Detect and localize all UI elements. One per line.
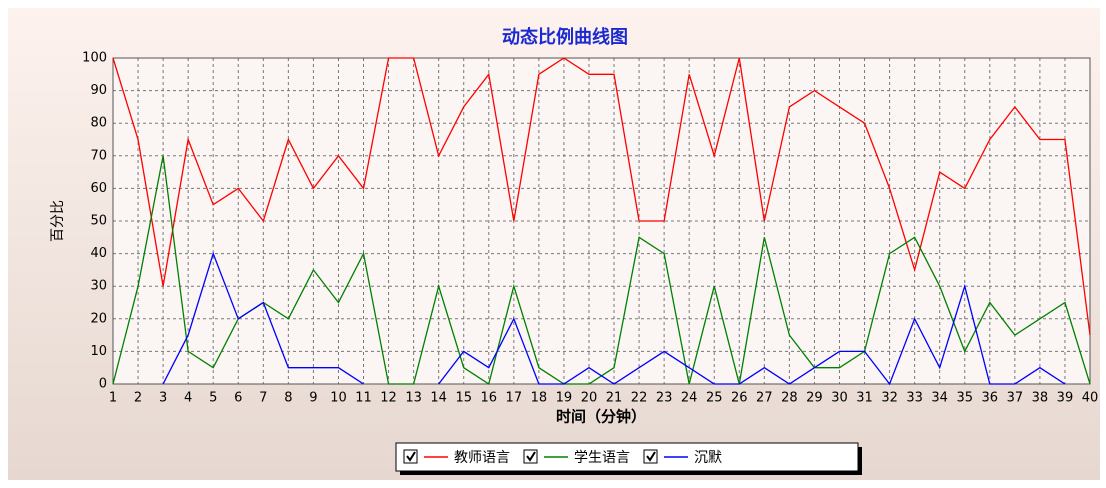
x-tick-label: 36 bbox=[982, 391, 999, 406]
x-tick-label: 20 bbox=[581, 391, 598, 406]
y-tick-label: 60 bbox=[90, 181, 107, 196]
legend-label: 沉默 bbox=[694, 450, 722, 466]
x-tick-label: 25 bbox=[706, 391, 723, 406]
x-tick-label: 28 bbox=[781, 391, 798, 406]
x-tick-label: 10 bbox=[330, 391, 347, 406]
x-tick-label: 29 bbox=[806, 391, 823, 406]
x-tick-label: 32 bbox=[881, 391, 898, 406]
y-tick-label: 20 bbox=[90, 311, 107, 326]
x-tick-label: 7 bbox=[259, 391, 267, 406]
x-tick-label: 34 bbox=[931, 391, 948, 406]
x-tick-label: 12 bbox=[380, 391, 397, 406]
x-tick-label: 30 bbox=[831, 391, 848, 406]
series-line bbox=[162, 251, 1066, 386]
x-tick-label: 23 bbox=[656, 391, 673, 406]
y-tick-label: 30 bbox=[90, 279, 107, 294]
x-axis-label: 时间（分钟） bbox=[556, 408, 646, 426]
series-line bbox=[112, 57, 1091, 336]
legend-check bbox=[526, 451, 536, 462]
legend-box bbox=[395, 442, 859, 472]
x-tick-label: 31 bbox=[856, 391, 873, 406]
x-tick-label: 5 bbox=[209, 391, 217, 406]
y-tick-label: 70 bbox=[90, 148, 107, 163]
x-tick-label: 9 bbox=[309, 391, 317, 406]
x-tick-label: 3 bbox=[159, 391, 167, 406]
legend-label: 教师语言 bbox=[454, 450, 510, 466]
x-tick-label: 18 bbox=[531, 391, 548, 406]
x-tick-label: 19 bbox=[556, 391, 573, 406]
y-axis-label: 百分比 bbox=[50, 200, 66, 242]
x-tick-label: 11 bbox=[355, 391, 372, 406]
x-tick-label: 17 bbox=[506, 391, 523, 406]
legend-check bbox=[406, 451, 416, 462]
x-tick-label: 14 bbox=[430, 391, 447, 406]
x-tick-label: 21 bbox=[606, 391, 623, 406]
x-tick-label: 33 bbox=[906, 391, 923, 406]
x-tick-label: 8 bbox=[284, 391, 292, 406]
x-tick-label: 2 bbox=[134, 391, 142, 406]
x-tick-label: 40 bbox=[1082, 391, 1099, 406]
x-tick-label: 16 bbox=[480, 391, 497, 406]
x-tick-label: 22 bbox=[631, 391, 648, 406]
y-tick-label: 90 bbox=[90, 83, 107, 98]
legend-check bbox=[646, 451, 656, 462]
x-tick-label: 27 bbox=[756, 391, 773, 406]
x-tick-label: 35 bbox=[956, 391, 973, 406]
y-tick-label: 10 bbox=[90, 344, 107, 359]
x-tick-label: 24 bbox=[681, 391, 698, 406]
x-tick-label: 1 bbox=[109, 391, 117, 406]
x-tick-label: 38 bbox=[1032, 391, 1049, 406]
x-tick-label: 4 bbox=[184, 391, 192, 406]
x-tick-label: 6 bbox=[234, 391, 242, 406]
x-tick-label: 15 bbox=[455, 391, 472, 406]
y-tick-label: 40 bbox=[90, 246, 107, 261]
plot-frame bbox=[112, 57, 1091, 385]
legend-label: 学生语言 bbox=[574, 450, 630, 466]
x-tick-label: 39 bbox=[1057, 391, 1074, 406]
x-tick-label: 37 bbox=[1007, 391, 1024, 406]
x-tick-label: 13 bbox=[405, 391, 422, 406]
y-tick-label: 100 bbox=[82, 51, 107, 66]
x-tick-label: 26 bbox=[731, 391, 748, 406]
y-tick-label: 80 bbox=[90, 116, 107, 131]
chart-title: 动态比例曲线图 bbox=[502, 26, 628, 48]
y-tick-label: 50 bbox=[90, 214, 107, 229]
y-tick-label: 0 bbox=[99, 377, 107, 392]
